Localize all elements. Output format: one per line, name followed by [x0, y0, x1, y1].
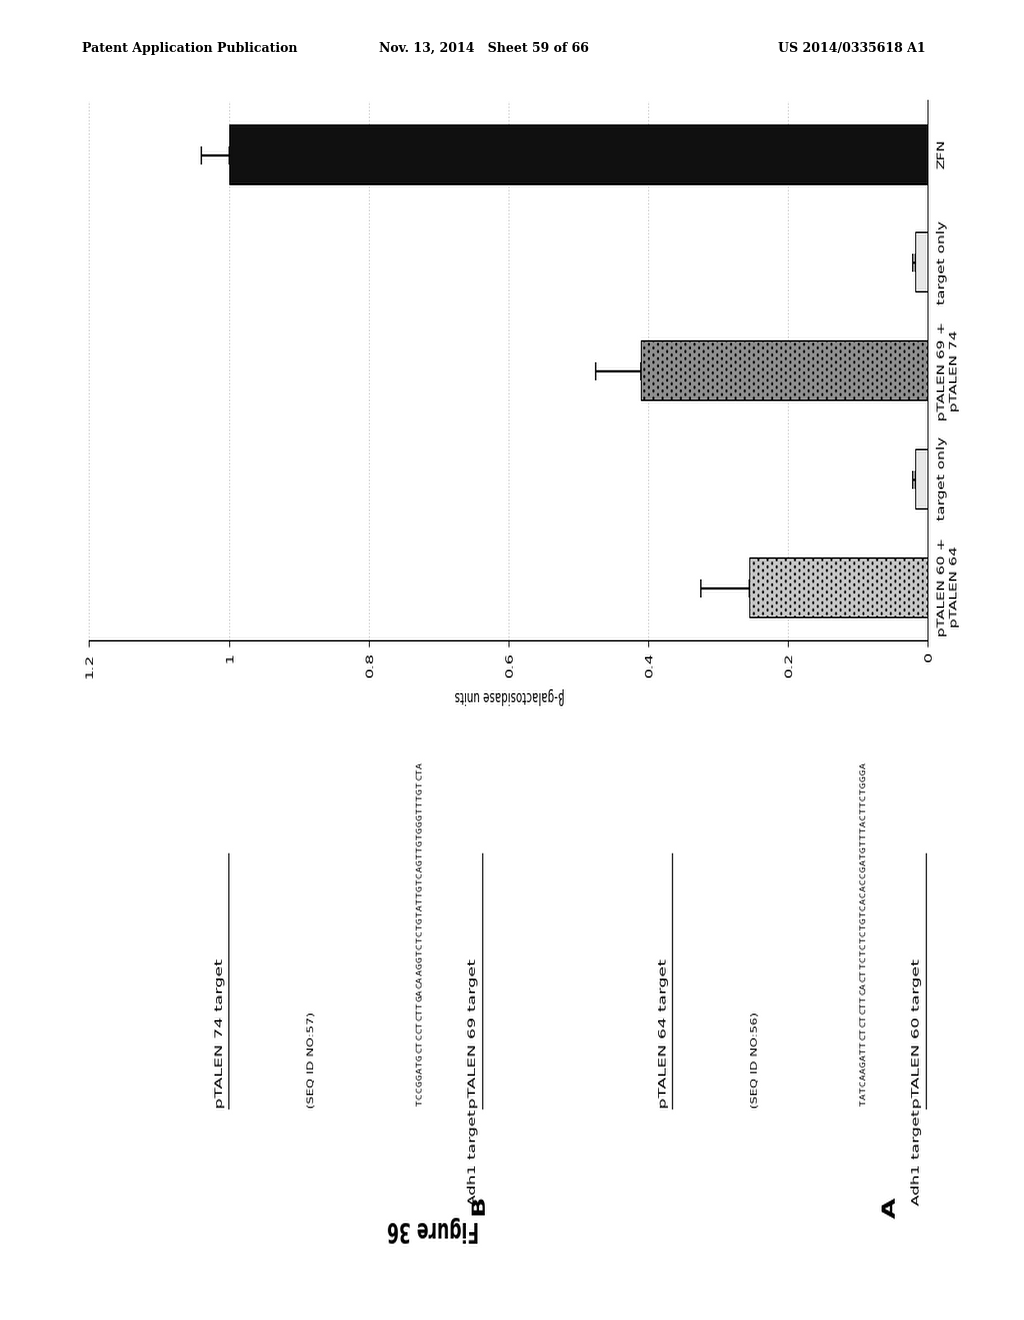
Text: US 2014/0335618 A1: US 2014/0335618 A1 — [778, 42, 926, 55]
Text: Nov. 13, 2014   Sheet 59 of 66: Nov. 13, 2014 Sheet 59 of 66 — [379, 42, 589, 55]
Text: Patent Application Publication: Patent Application Publication — [82, 42, 297, 55]
